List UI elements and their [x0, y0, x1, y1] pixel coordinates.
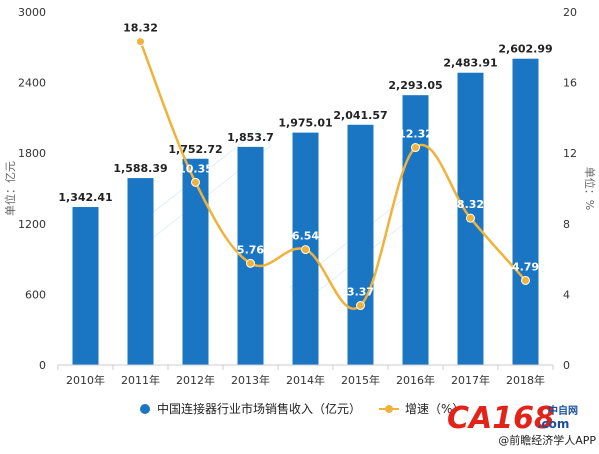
legend-line-dot — [385, 405, 393, 413]
line-point-2 — [191, 177, 200, 187]
bar-0 — [72, 207, 99, 365]
x-tick-label-3: 2013年 — [231, 373, 270, 387]
y-left-tick-0: 0 — [39, 359, 46, 372]
legend-bar-marker — [140, 404, 150, 414]
line-label-8: 4.79 — [512, 260, 539, 273]
legend: 中国连接器行业市场销售收入（亿元） 增速（%） — [140, 401, 464, 416]
bar-5 — [347, 124, 374, 365]
x-tick-label-4: 2014年 — [286, 373, 325, 387]
bar-1 — [127, 178, 154, 365]
bar-6 — [402, 95, 429, 365]
line-point-8 — [521, 275, 530, 285]
x-tick-label-1: 2011年 — [121, 373, 160, 387]
line-label-4: 6.54 — [292, 230, 319, 243]
bar-label-8: 2,602.99 — [498, 43, 552, 56]
y-left-tick-2: 1200 — [18, 218, 46, 231]
y-right-tick-1: 4 — [563, 288, 570, 301]
y-left-tick-4: 2400 — [18, 77, 46, 90]
line-label-3: 5.76 — [237, 243, 264, 256]
bar-label-5: 2,041.57 — [333, 109, 387, 122]
bar-label-2: 1,752.72 — [168, 143, 222, 156]
line-point-3 — [246, 258, 255, 268]
legend-bar-label: 中国连接器行业市场销售收入（亿元） — [157, 401, 361, 416]
y-left-tick-3: 1800 — [18, 147, 46, 160]
source-credit: @前瞻经济学人APP — [498, 433, 596, 447]
line-point-6 — [411, 143, 420, 153]
ca168-logo-dotcom: .com — [537, 417, 569, 431]
x-tick-label-8: 2018年 — [506, 373, 545, 387]
bar-2 — [182, 158, 209, 365]
ca168-logo: CA168 .com 中自网 — [447, 401, 578, 436]
ca168-logo-cn: 中自网 — [548, 404, 578, 417]
line-label-1: 18.32 — [123, 22, 158, 35]
x-tick-label-6: 2016年 — [396, 373, 435, 387]
y-left-tick-5: 3000 — [18, 6, 46, 19]
line-point-1 — [136, 37, 145, 47]
y-right-axis-title: 单位：% — [583, 167, 597, 210]
bar-8 — [512, 58, 539, 365]
y-right-tick-3: 12 — [563, 147, 577, 160]
line-label-7: 8.32 — [457, 198, 484, 211]
bar-label-7: 2,483.91 — [443, 57, 497, 70]
y-left-tick-1: 600 — [25, 288, 46, 301]
line-label-6: 12.32 — [398, 128, 433, 141]
x-tick-label-2: 2012年 — [176, 373, 215, 387]
line-label-5: 3.37 — [347, 286, 374, 299]
bar-label-4: 1,975.01 — [278, 117, 332, 130]
y-right-tick-2: 8 — [563, 218, 570, 231]
line-label-2: 10.35 — [178, 162, 213, 175]
axes-layer: 2010年 2011年 2012年 2013年 2014年 2015年 2016年 2017年… — [3, 6, 597, 387]
y-right-tick-0: 0 — [563, 359, 570, 372]
y-left-axis-title: 单位：亿元 — [3, 161, 17, 216]
legend-line-label: 增速（%） — [405, 402, 464, 416]
y-right-tick-5: 20 — [563, 6, 577, 19]
ca168-logo-text: CA168 — [447, 401, 555, 436]
line-point-5 — [356, 301, 365, 311]
line-point-4 — [301, 245, 310, 255]
bar-label-6: 2,293.05 — [388, 79, 442, 92]
bar-label-1: 1,588.39 — [113, 162, 167, 175]
line-point-7 — [466, 213, 475, 223]
line-layer: 18.32 10.35 5.76 6.54 3.37 12.32 8.32 4.79 — [123, 22, 539, 311]
bar-label-0: 1,342.41 — [58, 191, 112, 204]
y-right-tick-4: 16 — [563, 77, 577, 90]
bar-label-3: 1,853.7 — [227, 131, 274, 144]
x-tick-label-7: 2017年 — [451, 373, 490, 387]
x-tick-label-0: 2010年 — [66, 373, 105, 387]
x-tick-label-5: 2015年 — [341, 373, 380, 387]
